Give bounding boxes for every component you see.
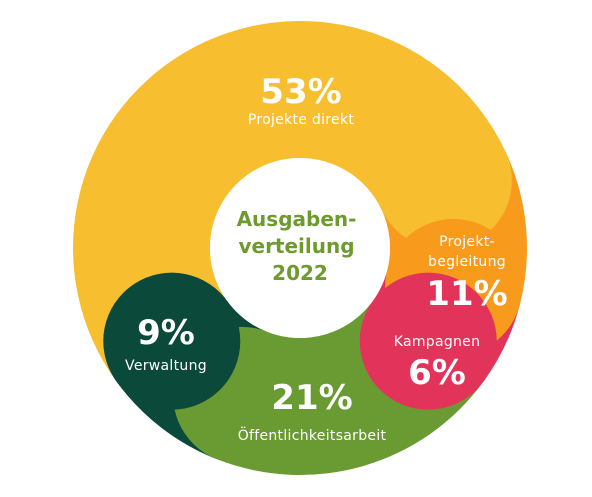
slice-4-category-label-line-1: Öffentlichkeitsarbeit	[238, 426, 387, 444]
center-title-line-3: 2022	[272, 261, 328, 285]
slice-5-category-label-line-1: Verwaltung	[125, 358, 207, 374]
center-title-line-1: Ausgaben-	[237, 207, 357, 231]
slice-4-value-label: 21%	[271, 378, 352, 418]
donut-segments	[73, 21, 527, 475]
slice-2-category-label-line-1: Projekt-	[439, 234, 495, 250]
slice-2-category-label-line-2: begleitung	[428, 254, 506, 270]
center-title-line-2: verteilung	[238, 234, 354, 258]
donut-labels: 53%Projekte direkt 11% Projekt-begleitung 6…	[125, 72, 508, 444]
slice-1-cap	[374, 112, 512, 250]
center-title: Ausgaben- verteilung 2022	[237, 207, 364, 285]
slice-5-value-label: 9%	[137, 313, 195, 353]
slice-3-cap	[359, 272, 497, 410]
slice-2-value-label: 11%	[426, 274, 507, 314]
slice-1-value-label: 53%	[260, 72, 341, 112]
slice-3-value-label: 6%	[408, 353, 466, 393]
donut-hole	[210, 158, 390, 338]
slice-3-category-label-line-1: Kampagnen	[394, 334, 481, 350]
slice-1-category-label-line-1: Projekte direkt	[248, 112, 355, 128]
slice-5-cap	[103, 272, 241, 410]
